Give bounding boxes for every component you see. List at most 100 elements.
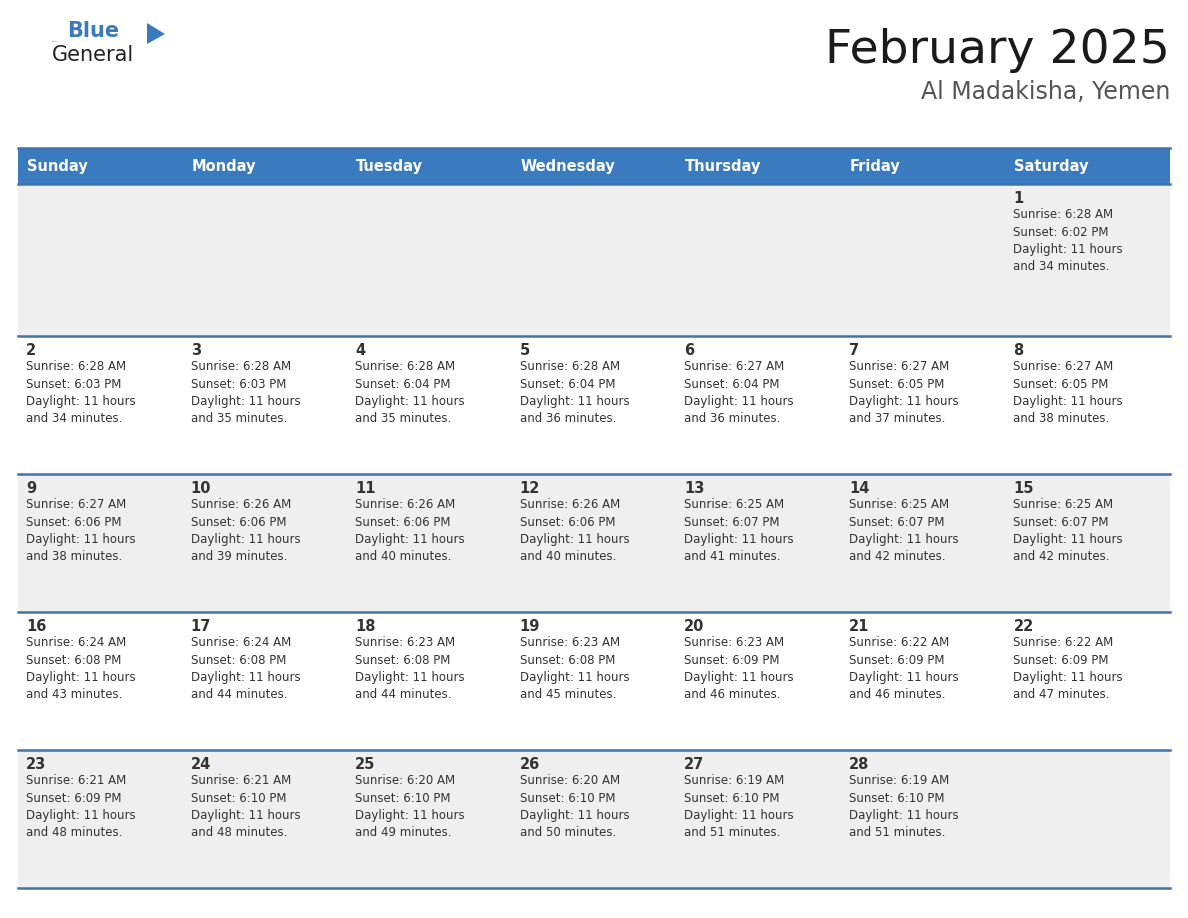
Text: 23: 23 [26,757,46,772]
Bar [1005,184,1170,336]
Bar [512,612,676,750]
Text: Sunrise: 6:28 AM
Sunset: 6:03 PM
Daylight: 11 hours
and 35 minutes.: Sunrise: 6:28 AM Sunset: 6:03 PM Dayligh… [190,360,301,426]
Text: Sunrise: 6:28 AM
Sunset: 6:03 PM
Daylight: 11 hours
and 34 minutes.: Sunrise: 6:28 AM Sunset: 6:03 PM Dayligh… [26,360,135,426]
Text: Sunrise: 6:26 AM
Sunset: 6:06 PM
Daylight: 11 hours
and 39 minutes.: Sunrise: 6:26 AM Sunset: 6:06 PM Dayligh… [190,498,301,564]
Text: Sunrise: 6:23 AM
Sunset: 6:09 PM
Daylight: 11 hours
and 46 minutes.: Sunrise: 6:23 AM Sunset: 6:09 PM Dayligh… [684,636,794,701]
Bar [841,474,1005,612]
Text: 4: 4 [355,343,365,358]
Bar [1005,336,1170,474]
Text: Sunrise: 6:27 AM
Sunset: 6:04 PM
Daylight: 11 hours
and 36 minutes.: Sunrise: 6:27 AM Sunset: 6:04 PM Dayligh… [684,360,794,426]
Text: Sunrise: 6:24 AM
Sunset: 6:08 PM
Daylight: 11 hours
and 43 minutes.: Sunrise: 6:24 AM Sunset: 6:08 PM Dayligh… [26,636,135,701]
Text: Tuesday: Tuesday [356,159,423,174]
Text: Sunrise: 6:27 AM
Sunset: 6:05 PM
Daylight: 11 hours
and 38 minutes.: Sunrise: 6:27 AM Sunset: 6:05 PM Dayligh… [1013,360,1123,426]
Bar [18,336,183,474]
Text: 13: 13 [684,481,704,496]
Bar [18,750,183,888]
Text: 10: 10 [190,481,211,496]
Text: Sunrise: 6:25 AM
Sunset: 6:07 PM
Daylight: 11 hours
and 42 minutes.: Sunrise: 6:25 AM Sunset: 6:07 PM Dayligh… [849,498,959,564]
Text: 18: 18 [355,619,375,634]
Bar [347,184,512,336]
Bar [1005,612,1170,750]
Bar [512,184,676,336]
Bar [183,336,347,474]
Text: Sunrise: 6:20 AM
Sunset: 6:10 PM
Daylight: 11 hours
and 50 minutes.: Sunrise: 6:20 AM Sunset: 6:10 PM Dayligh… [519,774,630,839]
Text: 5: 5 [519,343,530,358]
Text: 14: 14 [849,481,870,496]
Bar [676,148,841,184]
Text: Sunrise: 6:21 AM
Sunset: 6:09 PM
Daylight: 11 hours
and 48 minutes.: Sunrise: 6:21 AM Sunset: 6:09 PM Dayligh… [26,774,135,839]
Bar [512,750,676,888]
Text: Sunrise: 6:24 AM
Sunset: 6:08 PM
Daylight: 11 hours
and 44 minutes.: Sunrise: 6:24 AM Sunset: 6:08 PM Dayligh… [190,636,301,701]
Bar [347,336,512,474]
Text: Wednesday: Wednesday [520,159,615,174]
Bar [183,612,347,750]
Text: Sunrise: 6:25 AM
Sunset: 6:07 PM
Daylight: 11 hours
and 41 minutes.: Sunrise: 6:25 AM Sunset: 6:07 PM Dayligh… [684,498,794,564]
Text: 26: 26 [519,757,541,772]
Bar [183,148,347,184]
Bar [512,474,676,612]
Text: Sunrise: 6:27 AM
Sunset: 6:06 PM
Daylight: 11 hours
and 38 minutes.: Sunrise: 6:27 AM Sunset: 6:06 PM Dayligh… [26,498,135,564]
Text: Thursday: Thursday [685,159,762,174]
Text: Sunrise: 6:22 AM
Sunset: 6:09 PM
Daylight: 11 hours
and 46 minutes.: Sunrise: 6:22 AM Sunset: 6:09 PM Dayligh… [849,636,959,701]
Text: 1: 1 [1013,191,1024,206]
Bar [676,336,841,474]
Text: General: General [52,45,134,65]
Bar [347,612,512,750]
Text: 20: 20 [684,619,704,634]
Bar [1005,750,1170,888]
Text: 25: 25 [355,757,375,772]
Text: Sunrise: 6:19 AM
Sunset: 6:10 PM
Daylight: 11 hours
and 51 minutes.: Sunrise: 6:19 AM Sunset: 6:10 PM Dayligh… [684,774,794,839]
Text: Sunrise: 6:26 AM
Sunset: 6:06 PM
Daylight: 11 hours
and 40 minutes.: Sunrise: 6:26 AM Sunset: 6:06 PM Dayligh… [519,498,630,564]
Bar [512,148,676,184]
Bar [676,750,841,888]
Text: Sunrise: 6:28 AM
Sunset: 6:04 PM
Daylight: 11 hours
and 36 minutes.: Sunrise: 6:28 AM Sunset: 6:04 PM Dayligh… [519,360,630,426]
Bar [18,148,183,184]
Bar [347,474,512,612]
Bar [18,474,183,612]
Text: Sunrise: 6:20 AM
Sunset: 6:10 PM
Daylight: 11 hours
and 49 minutes.: Sunrise: 6:20 AM Sunset: 6:10 PM Dayligh… [355,774,465,839]
Text: Sunrise: 6:19 AM
Sunset: 6:10 PM
Daylight: 11 hours
and 51 minutes.: Sunrise: 6:19 AM Sunset: 6:10 PM Dayligh… [849,774,959,839]
Bar [841,148,1005,184]
Text: 6: 6 [684,343,695,358]
Text: Al Madakisha, Yemen: Al Madakisha, Yemen [921,80,1170,104]
Text: Sunrise: 6:21 AM
Sunset: 6:10 PM
Daylight: 11 hours
and 48 minutes.: Sunrise: 6:21 AM Sunset: 6:10 PM Dayligh… [190,774,301,839]
Bar [183,184,347,336]
Text: Sunrise: 6:28 AM
Sunset: 6:04 PM
Daylight: 11 hours
and 35 minutes.: Sunrise: 6:28 AM Sunset: 6:04 PM Dayligh… [355,360,465,426]
Text: Monday: Monday [191,159,257,174]
Text: 15: 15 [1013,481,1034,496]
Text: Sunday: Sunday [27,159,88,174]
Text: 8: 8 [1013,343,1024,358]
Text: 21: 21 [849,619,870,634]
Text: 24: 24 [190,757,210,772]
Text: 11: 11 [355,481,375,496]
Text: 22: 22 [1013,619,1034,634]
Text: 19: 19 [519,619,541,634]
Text: Saturday: Saturday [1015,159,1089,174]
Text: Blue: Blue [67,21,119,41]
Bar [183,474,347,612]
Text: 7: 7 [849,343,859,358]
Bar [347,750,512,888]
Bar [841,336,1005,474]
Bar [841,184,1005,336]
Bar [512,336,676,474]
Bar [18,612,183,750]
Text: Sunrise: 6:27 AM
Sunset: 6:05 PM
Daylight: 11 hours
and 37 minutes.: Sunrise: 6:27 AM Sunset: 6:05 PM Dayligh… [849,360,959,426]
Text: Sunrise: 6:23 AM
Sunset: 6:08 PM
Daylight: 11 hours
and 44 minutes.: Sunrise: 6:23 AM Sunset: 6:08 PM Dayligh… [355,636,465,701]
Bar [841,612,1005,750]
Bar [347,148,512,184]
Text: Sunrise: 6:25 AM
Sunset: 6:07 PM
Daylight: 11 hours
and 42 minutes.: Sunrise: 6:25 AM Sunset: 6:07 PM Dayligh… [1013,498,1123,564]
Text: 3: 3 [190,343,201,358]
Text: Sunrise: 6:26 AM
Sunset: 6:06 PM
Daylight: 11 hours
and 40 minutes.: Sunrise: 6:26 AM Sunset: 6:06 PM Dayligh… [355,498,465,564]
Text: 2: 2 [26,343,36,358]
Text: 16: 16 [26,619,46,634]
Text: 9: 9 [26,481,36,496]
Bar [676,184,841,336]
Text: Friday: Friday [849,159,901,174]
Text: 12: 12 [519,481,541,496]
Bar [676,474,841,612]
Bar [18,184,183,336]
Text: 17: 17 [190,619,211,634]
Text: Sunrise: 6:28 AM
Sunset: 6:02 PM
Daylight: 11 hours
and 34 minutes.: Sunrise: 6:28 AM Sunset: 6:02 PM Dayligh… [1013,208,1123,274]
Text: Sunrise: 6:22 AM
Sunset: 6:09 PM
Daylight: 11 hours
and 47 minutes.: Sunrise: 6:22 AM Sunset: 6:09 PM Dayligh… [1013,636,1123,701]
